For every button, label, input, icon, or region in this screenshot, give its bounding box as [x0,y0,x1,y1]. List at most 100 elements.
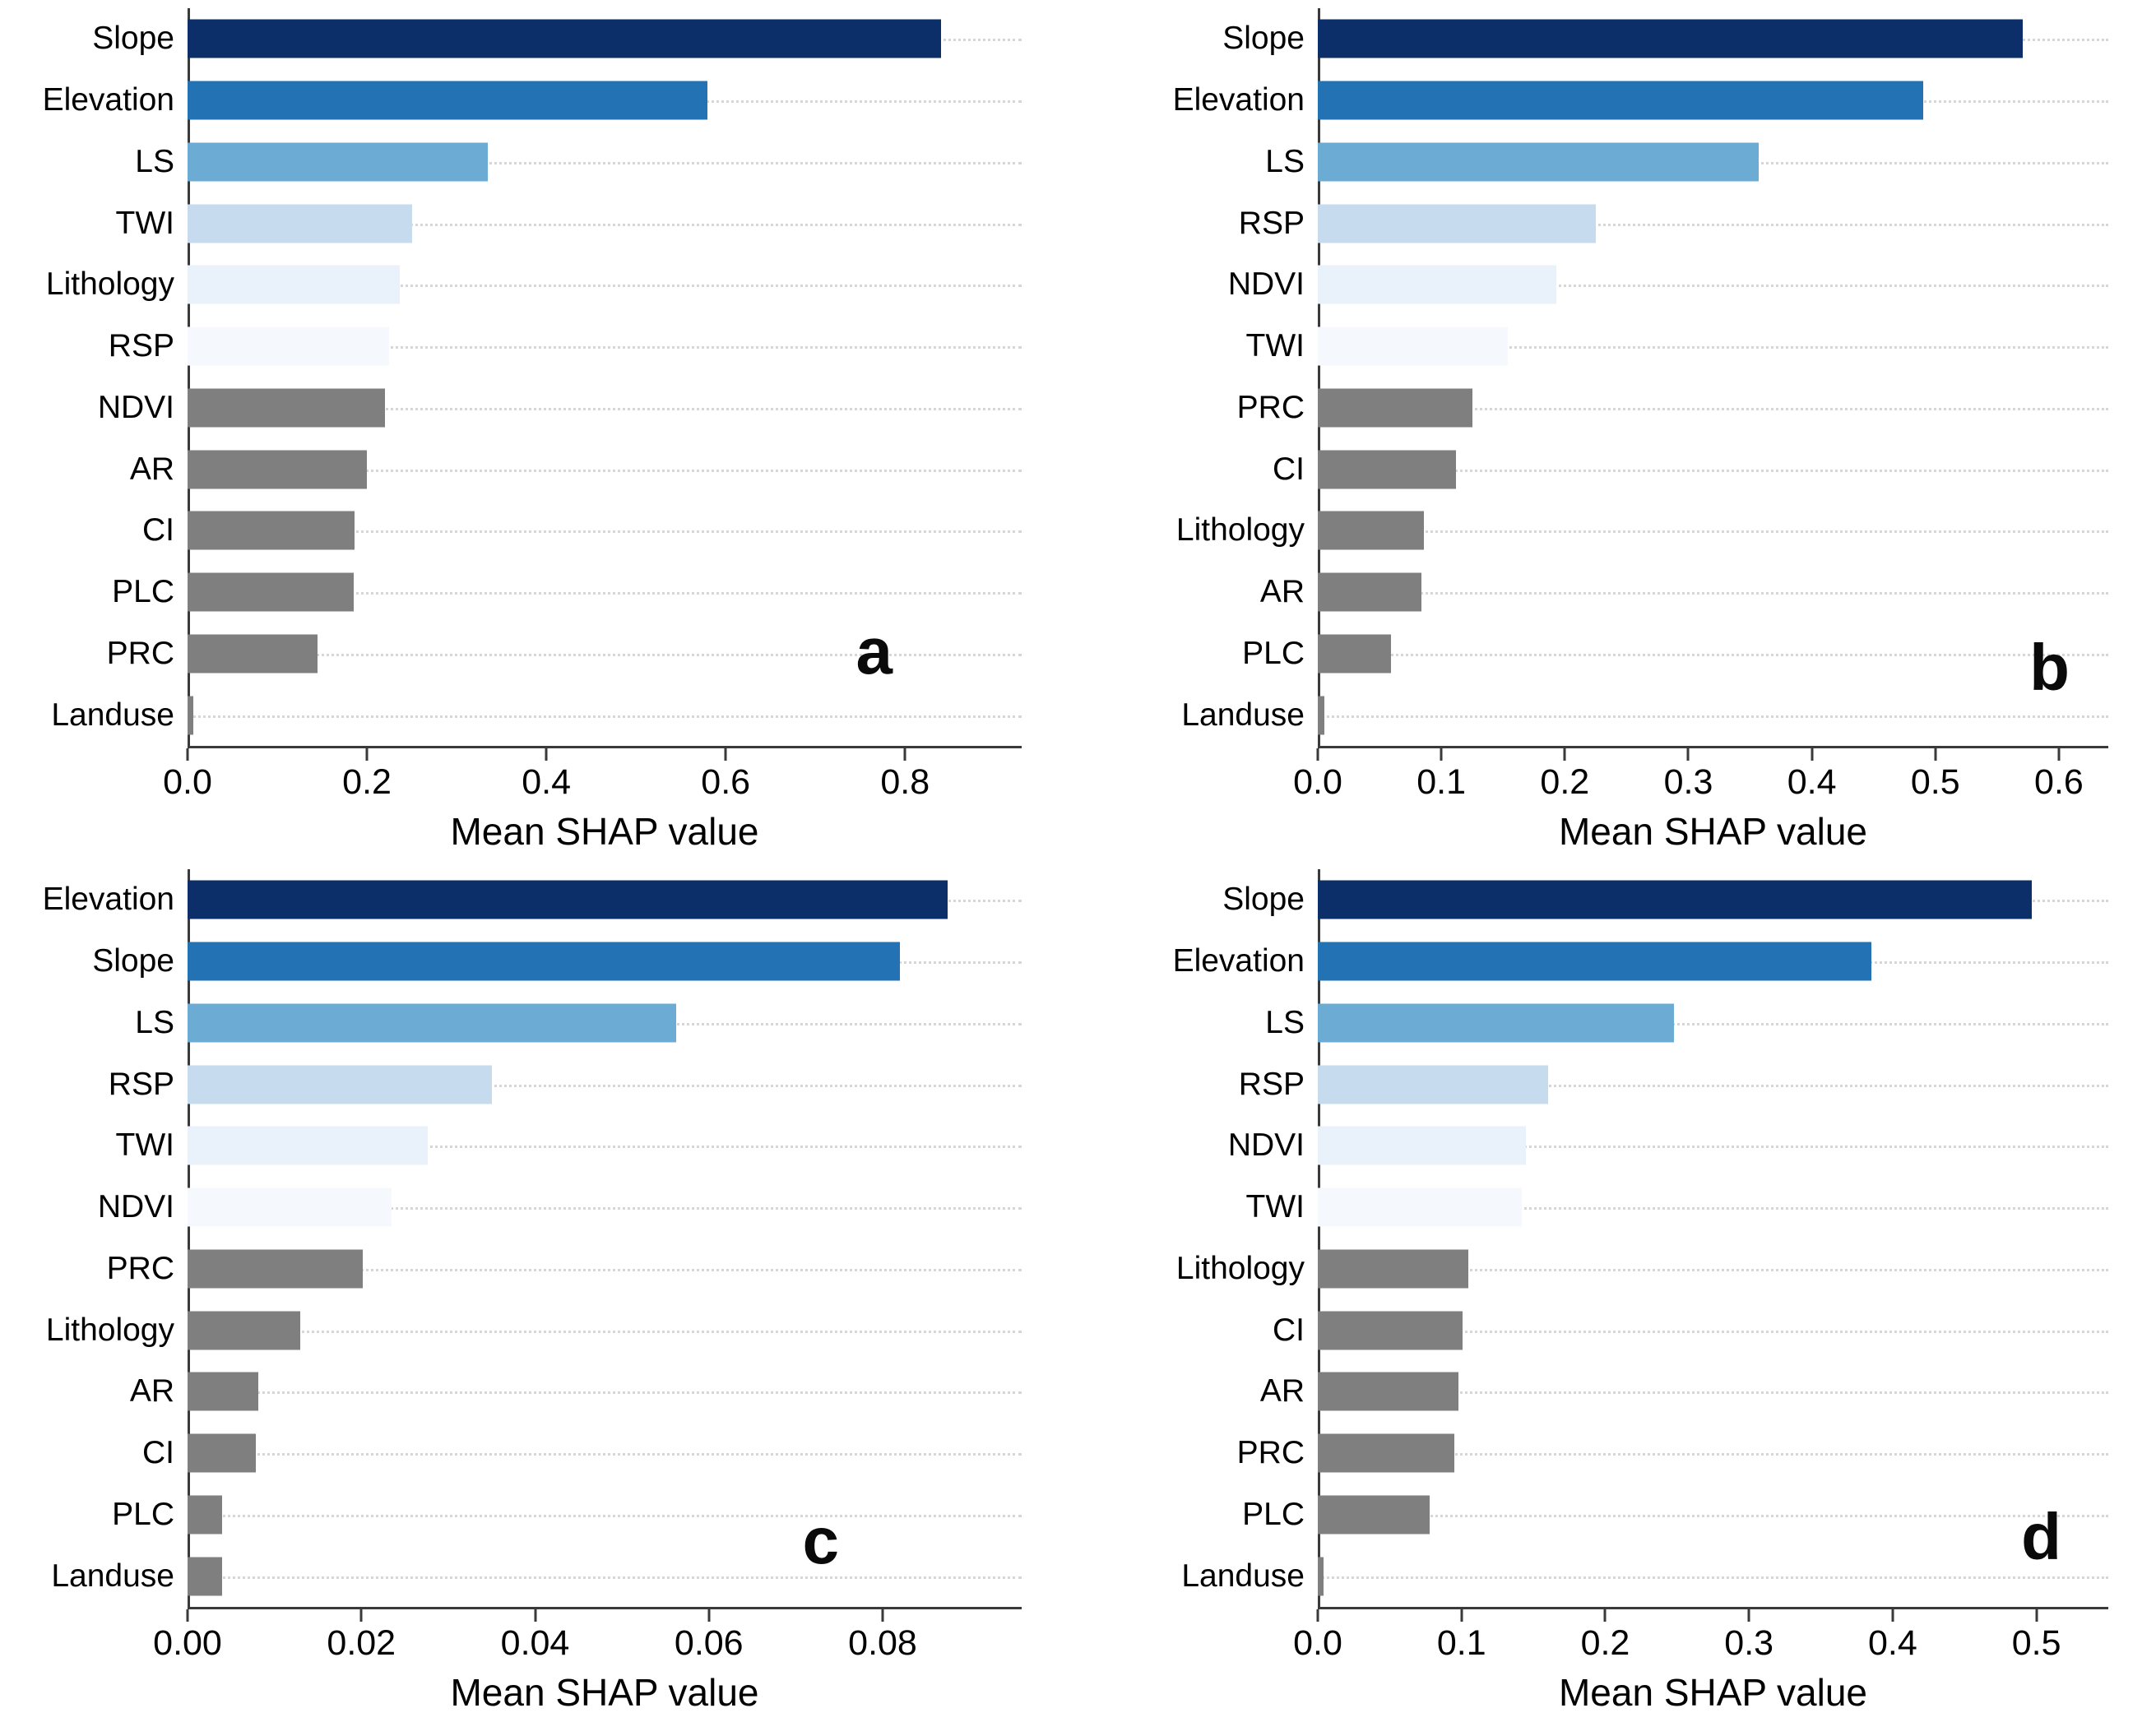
x-tick [2057,748,2061,761]
bar-row: PLC [1078,623,2108,685]
bar-row: Lithology [1078,500,2108,562]
x-axis-label: Mean SHAP value [1558,1671,1868,1714]
shap-bar-plc [188,572,354,612]
bar-track [1318,254,2108,316]
shap-bar-slope [1318,19,2024,58]
category-label: NDVI [1227,266,1305,303]
x-tick-label: 0.0 [1293,1623,1342,1663]
shap-panel-a: Slope Elevation LS TWI Lithology RSP NDVI AR CI P… [0,0,1078,861]
category-label: NDVI [1227,1127,1305,1164]
x-tick [1934,748,1937,761]
shap-bar-rsp [188,1065,492,1104]
bar-row: NDVI [1078,254,2108,316]
x-tick [1686,748,1690,761]
bar-track [1318,684,2108,746]
x-tick [1316,1609,1319,1622]
bar-row: CI [0,1423,1022,1484]
x-tick [545,748,548,761]
bar-track [188,1361,1022,1423]
bar-row: Elevation [1078,931,2108,993]
x-tick-label: 0.3 [1663,762,1713,802]
x-tick-label: 0.0 [163,762,212,802]
shap-bar-lithology [188,1311,301,1350]
bar-track [188,1423,1022,1484]
bar-track [1318,8,2108,70]
bar-row: PLC [1078,1484,2108,1546]
gridline [1318,1391,2108,1395]
bar-track [1318,1299,2108,1361]
shap-bar-ci [1318,450,1457,489]
category-label: Slope [92,943,174,979]
bar-row: Elevation [0,869,1022,931]
category-label: LS [135,1004,174,1040]
category-label: Landuse [1181,1558,1305,1594]
shap-bar-elevation [1318,81,1923,120]
bar-track [1318,1361,2108,1423]
shap-bar-ndvi [188,388,385,428]
category-label: CI [142,512,174,549]
category-label: Elevation [1172,82,1305,118]
category-label: NDVI [97,1189,174,1225]
bar-track [1318,869,2108,931]
bar-row: NDVI [0,377,1022,439]
shap-bar-ls [188,1003,676,1043]
bar-row: Slope [0,931,1022,993]
gridline [188,530,1022,534]
bar-row: PRC [0,623,1022,685]
shap-bar-twi [188,1126,428,1165]
category-label: Lithology [1175,1250,1305,1286]
bar-track [188,500,1022,562]
category-label: PRC [1236,1435,1305,1471]
shap-bar-prc [1318,388,1472,428]
category-label: NDVI [97,389,174,425]
gridline [1318,1022,2108,1025]
x-tick [1747,1609,1750,1622]
bar-track [1318,931,2108,993]
bar-track [188,192,1022,254]
shap-bar-landuse [1318,1557,1324,1596]
gridline [1318,285,2108,288]
gridline [188,1207,1022,1210]
bar-row: TWI [1078,1177,2108,1238]
bar-row: AR [1078,1361,2108,1423]
shap-bar-rsp [1318,1065,1548,1104]
category-label: PLC [1242,1496,1305,1532]
category-label: RSP [108,328,174,364]
bar-track [188,1545,1022,1607]
shap-bar-prc [188,1249,364,1289]
gridline [1318,407,2108,410]
bar-row: TWI [1078,316,2108,377]
bar-track [1318,1053,2108,1115]
bar-track [1318,1545,2108,1607]
shap-bar-slope [188,19,941,58]
x-tick [724,748,727,761]
category-label: Lithology [45,266,174,303]
bar-row: PLC [0,1484,1022,1546]
bar-row: Lithology [0,1299,1022,1361]
bar-row: TWI [0,1115,1022,1177]
shap-bar-twi [188,204,412,243]
gridline [188,1391,1022,1395]
shap-bar-twi [1318,326,1509,366]
category-label: PLC [1242,635,1305,671]
bar-track [188,623,1022,685]
category-label: CI [142,1435,174,1471]
gridline [188,223,1022,226]
category-label: PLC [112,574,174,610]
x-tick-label: 0.00 [153,1623,222,1663]
x-tick [1603,1609,1607,1622]
bar-track [188,869,1022,931]
shap-bar-lithology [1318,511,1425,550]
gridline [188,1330,1022,1333]
shap-bar-lithology [1318,1249,1469,1289]
category-label: Landuse [51,697,174,733]
shap-bar-ar [1318,572,1422,612]
x-axis: 0.00 0.02 0.04 0.06 0.08 [153,1607,1022,1669]
category-label: Landuse [51,1558,174,1594]
bar-row: Elevation [0,70,1022,132]
gridline [1318,592,2108,595]
bar-track [188,1053,1022,1115]
x-tick-label: 0.4 [1787,762,1837,802]
bar-track [1318,377,2108,439]
category-label: Lithology [45,1312,174,1348]
